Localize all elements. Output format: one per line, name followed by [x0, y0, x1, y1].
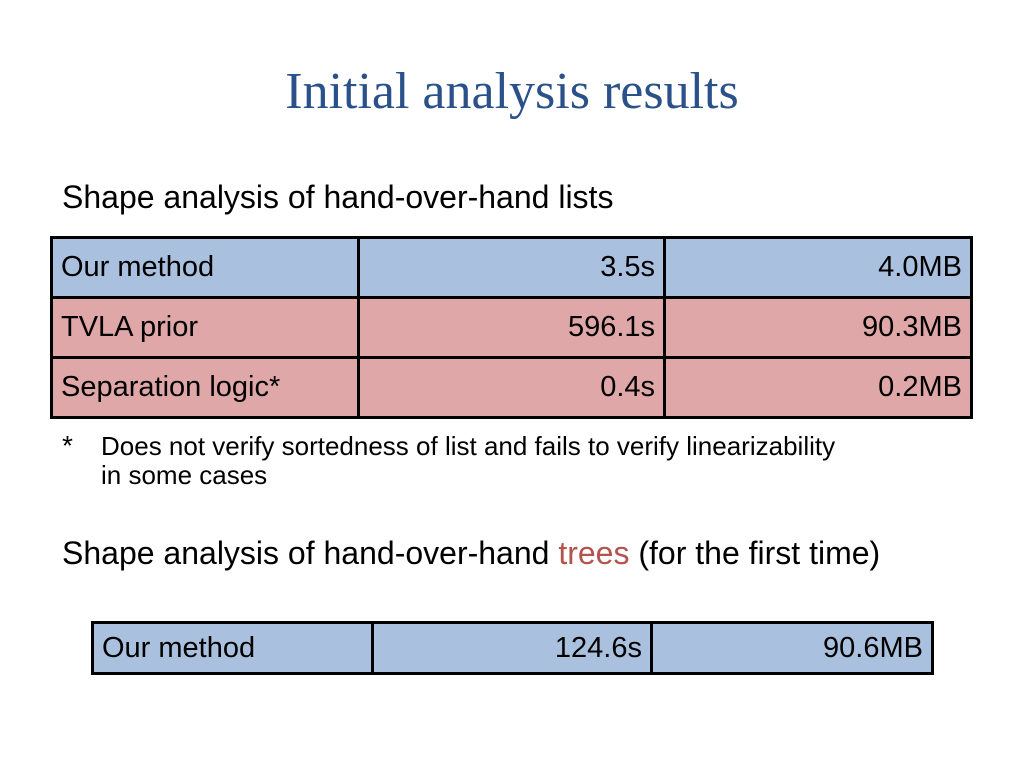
time-cell: 3.5s: [357, 236, 667, 299]
heading-text: Shape analysis of hand-over-hand: [62, 535, 550, 571]
method-cell: Separation logic*: [49, 356, 361, 419]
section-heading: Shape analysis of hand-over-hand trees (…: [62, 536, 982, 571]
results-table: Our method 3.5s 4.0MB TVLA prior 596.1s …: [49, 236, 973, 419]
memory-cell: 0.2MB: [663, 356, 973, 419]
heading-highlight: trees: [558, 535, 630, 571]
footnote-text: Does not verify sortedness of list and f…: [101, 431, 836, 490]
method-cell: TVLA prior: [49, 296, 361, 359]
time-cell: 0.4s: [357, 356, 667, 419]
table-row: TVLA prior 596.1s 90.3MB: [49, 296, 973, 359]
results-table: Our method 124.6s 90.6MB: [91, 621, 935, 675]
footnote-marker: *: [62, 430, 73, 461]
method-cell: Our method: [91, 621, 374, 675]
time-cell: 596.1s: [357, 296, 667, 359]
heading-text: (for the first time): [638, 535, 881, 571]
memory-cell: 4.0MB: [663, 236, 973, 299]
method-cell: Our method: [49, 236, 361, 299]
time-cell: 124.6s: [371, 621, 653, 675]
section-heading: Shape analysis of hand-over-hand lists: [62, 179, 614, 215]
table-row: Our method 124.6s 90.6MB: [91, 621, 935, 675]
table-row: Our method 3.5s 4.0MB: [49, 236, 973, 299]
slide-title: Initial analysis results: [285, 63, 739, 120]
table-row: Separation logic* 0.4s 0.2MB: [49, 356, 973, 419]
memory-cell: 90.6MB: [649, 621, 935, 675]
memory-cell: 90.3MB: [663, 296, 973, 359]
